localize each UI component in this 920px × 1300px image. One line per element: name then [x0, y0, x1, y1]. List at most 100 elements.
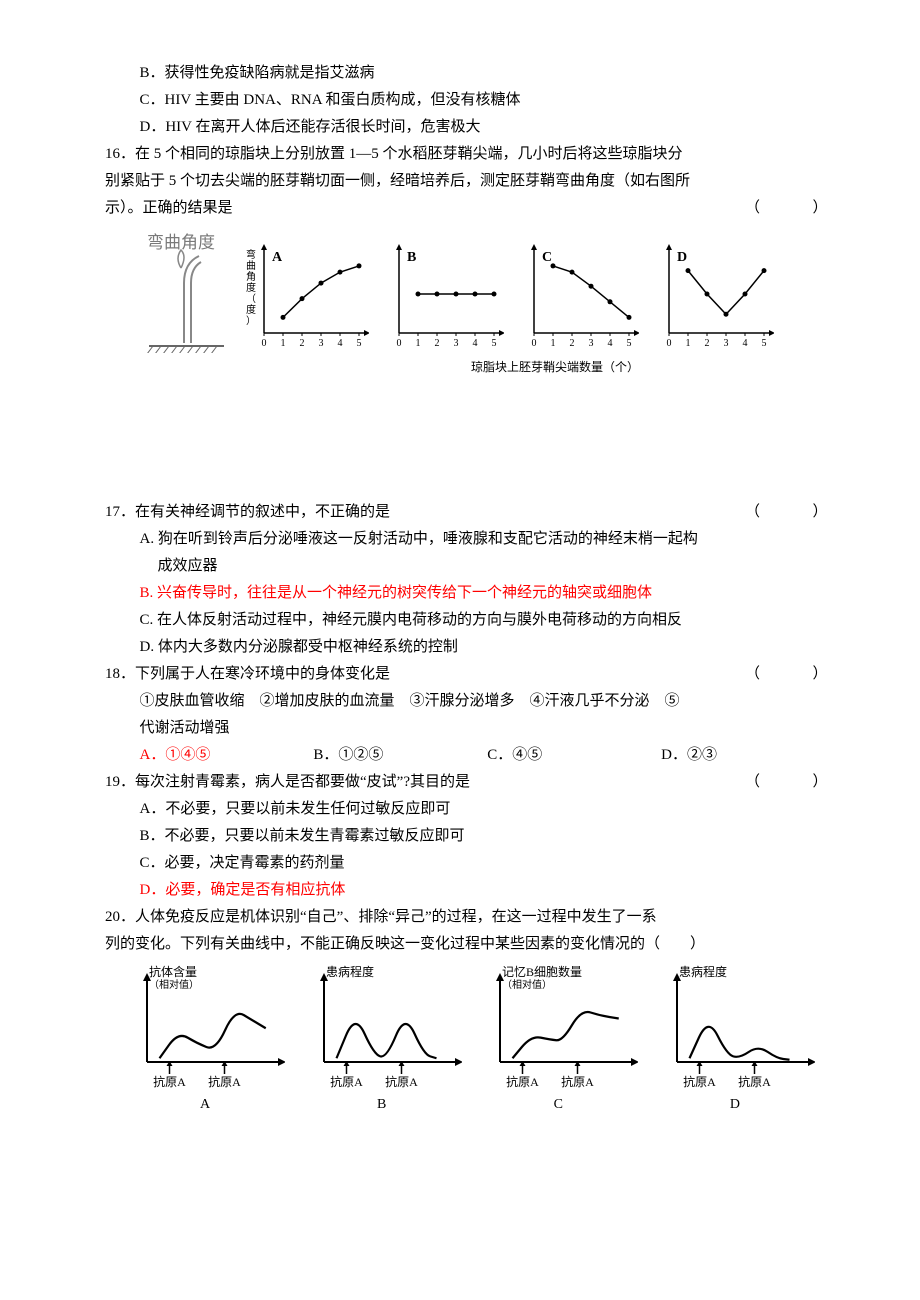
svg-text:4: 4 — [608, 338, 613, 349]
q20-stem2: 列的变化。下列有关曲线中，不能正确反映这一变化过程中某些因素的变化情况的（ ） — [105, 931, 835, 958]
q19-stem-text: 19．每次注射青霉素，病人是否都要做“皮试”?其目的是 — [105, 774, 470, 790]
q15-opt-b: B．获得性免疫缺陷病就是指艾滋病 — [105, 60, 835, 87]
q19-stem: 19．每次注射青霉素，病人是否都要做“皮试”?其目的是 （ ） — [105, 769, 835, 796]
q18-opt-b: B．①②⑤ — [313, 742, 487, 769]
svg-text:度: 度 — [246, 281, 256, 294]
q17-opt-a1: A. 狗在听到铃声后分泌唾液这一反射活动中，唾液腺和支配它活动的神经末梢一起构 — [105, 526, 835, 553]
q15-opt-d: D．HIV 在离开人体后还能存活很长时间，危害极大 — [105, 114, 835, 141]
q16-chart-A-svg: 012345A弯曲角度（度） — [234, 238, 369, 353]
svg-text:C: C — [542, 250, 552, 265]
svg-text:抗体含量: 抗体含量 — [149, 964, 197, 979]
svg-text:3: 3 — [724, 338, 729, 349]
svg-text:1: 1 — [281, 338, 286, 349]
svg-text:1: 1 — [686, 338, 691, 349]
q20-chart-C-svg: 记忆B细胞数量（相对值） 抗原A 抗原A — [478, 962, 638, 1092]
q20-letter-A: A — [125, 1092, 285, 1117]
q17-stem-text: 17．在有关神经调节的叙述中，不正确的是 — [105, 504, 390, 520]
q18-items1: ①皮肤血管收缩 ②增加皮肤的血流量 ③汗腺分泌增多 ④汗液几乎不分泌 ⑤ — [105, 688, 835, 715]
q20-chart-D-svg: 患病程度抗原A 抗原A — [655, 962, 815, 1092]
q16-chart-D: 012345D — [639, 238, 774, 353]
svg-text:患病程度: 患病程度 — [326, 964, 374, 979]
q20-chart-B: 患病程度抗原A抗原A B — [302, 962, 462, 1117]
q18-opt-a: A．①④⑤ — [140, 742, 314, 769]
svg-text:2: 2 — [705, 338, 710, 349]
q16-chart-C-svg: 0 1 2 3 4 5 C — [504, 238, 639, 353]
q18-opt-d: D．②③ — [661, 742, 835, 769]
svg-text:4: 4 — [338, 338, 343, 349]
svg-text:度: 度 — [246, 303, 256, 316]
q17-stem: 17．在有关神经调节的叙述中，不正确的是 （ ） — [105, 499, 835, 526]
spacer — [105, 379, 835, 499]
q18-items2: 代谢活动增强 — [105, 715, 835, 742]
svg-text:3: 3 — [454, 338, 459, 349]
svg-text:5: 5 — [762, 338, 767, 349]
q16-chart-A: 012345A弯曲角度（度） — [234, 238, 369, 353]
svg-text:0: 0 — [667, 338, 672, 349]
q20-letter-D: D — [655, 1092, 815, 1117]
q16-chart-B-svg: 0 1 2 3 4 5 B — [369, 238, 504, 353]
q17-opt-c: C. 在人体反射活动过程中，神经元膜内电荷移动的方向与膜外电荷移动的方向相反 — [105, 607, 835, 634]
q18-options: A．①④⑤ B．①②⑤ C．④⑤ D．②③ — [105, 742, 835, 769]
q19-opt-d: D．必要，确定是否有相应抗体 — [105, 877, 835, 904]
svg-text:抗原A: 抗原A — [561, 1074, 594, 1089]
svg-text:4: 4 — [473, 338, 478, 349]
q20-chart-C: 记忆B细胞数量（相对值） 抗原A 抗原A C — [478, 962, 638, 1117]
q19-opt-b: B．不必要，只要以前未发生青霉素过敏反应即可 — [105, 823, 835, 850]
svg-text:（相对值）: （相对值） — [502, 978, 552, 991]
q19-paren: （ ） — [745, 769, 835, 796]
q20-letter-C: C — [478, 1092, 638, 1117]
svg-text:3: 3 — [319, 338, 324, 349]
q15-opt-c: C．HIV 主要由 DNA、RNA 和蛋白质构成，但没有核糖体 — [105, 87, 835, 114]
svg-text:1: 1 — [551, 338, 556, 349]
svg-text:B: B — [407, 250, 416, 265]
q20-chart-A-svg: 抗体含量（相对值）抗原A抗原A — [125, 962, 285, 1092]
q16-bending-diagram: 弯曲角度 — [129, 228, 234, 353]
svg-text:（: （ — [246, 293, 256, 305]
svg-text:1: 1 — [416, 338, 421, 349]
svg-text:记忆B细胞数量: 记忆B细胞数量 — [502, 964, 582, 979]
svg-text:抗原A: 抗原A — [506, 1074, 539, 1089]
svg-text:A: A — [272, 250, 283, 265]
svg-text:0: 0 — [397, 338, 402, 349]
q18-opt-c: C．④⑤ — [487, 742, 661, 769]
q17-opt-a2: 成效应器 — [105, 553, 835, 580]
svg-text:抗原A: 抗原A — [683, 1074, 716, 1089]
svg-text:0: 0 — [262, 338, 267, 349]
q20-chart-A: 抗体含量（相对值）抗原A抗原A A — [125, 962, 285, 1117]
svg-text:抗原A: 抗原A — [330, 1074, 363, 1089]
q16-chart-C: 0 1 2 3 4 5 C — [504, 238, 639, 353]
svg-text:5: 5 — [627, 338, 632, 349]
svg-text:角: 角 — [246, 271, 256, 283]
svg-text:抗原A: 抗原A — [738, 1074, 771, 1089]
svg-text:曲: 曲 — [246, 260, 256, 272]
svg-text:2: 2 — [300, 338, 305, 349]
q20-figure-row: 抗体含量（相对值）抗原A抗原A A 患病程度抗原A抗原A B 记忆B细胞数量（相… — [125, 962, 815, 1117]
svg-text:抗原A: 抗原A — [208, 1074, 241, 1089]
q16-stem3-text: 示）。正确的结果是 — [105, 200, 233, 216]
q16-stem-line1: 16．在 5 个相同的琼脂块上分别放置 1—5 个水稻胚芽鞘尖端，几小时后将这些… — [105, 141, 835, 168]
q20-chart-D: 患病程度抗原A 抗原A D — [655, 962, 815, 1117]
q16-stem-line2: 别紧贴于 5 个切去尖端的胚芽鞘切面一侧，经暗培养后，测定胚芽鞘弯曲角度（如右图… — [105, 168, 835, 195]
svg-text:患病程度: 患病程度 — [679, 964, 727, 979]
svg-text:）: ） — [246, 315, 256, 327]
q17-paren: （ ） — [745, 499, 835, 526]
svg-text:2: 2 — [435, 338, 440, 349]
q19-opt-a: A．不必要，只要以前未发生任何过敏反应即可 — [105, 796, 835, 823]
svg-text:5: 5 — [492, 338, 497, 349]
bend-diagram-svg: 弯曲角度 — [129, 228, 234, 353]
svg-text:4: 4 — [743, 338, 748, 349]
q18-paren: （ ） — [745, 661, 835, 688]
svg-text:3: 3 — [589, 338, 594, 349]
svg-text:0: 0 — [532, 338, 537, 349]
q17-opt-b: B. 兴奋传导时，往往是从一个神经元的树突传给下一个神经元的轴突或细胞体 — [105, 580, 835, 607]
svg-text:弯: 弯 — [246, 248, 256, 261]
q16-chart-B: 0 1 2 3 4 5 B — [369, 238, 504, 353]
q16-stem-line3: 示）。正确的结果是 （ ） — [105, 195, 835, 222]
svg-text:5: 5 — [357, 338, 362, 349]
q20-stem1: 20．人体免疫反应是机体识别“自己”、排除“异己”的过程，在这一过程中发生了一系 — [105, 904, 835, 931]
q16-xlabel: 琼脂块上胚芽鞘尖端数量（个） — [275, 357, 835, 379]
svg-text:2: 2 — [570, 338, 575, 349]
q19-opt-c: C．必要，决定青霉素的药剂量 — [105, 850, 835, 877]
svg-text:抗原A: 抗原A — [153, 1074, 186, 1089]
svg-text:抗原A: 抗原A — [385, 1074, 418, 1089]
